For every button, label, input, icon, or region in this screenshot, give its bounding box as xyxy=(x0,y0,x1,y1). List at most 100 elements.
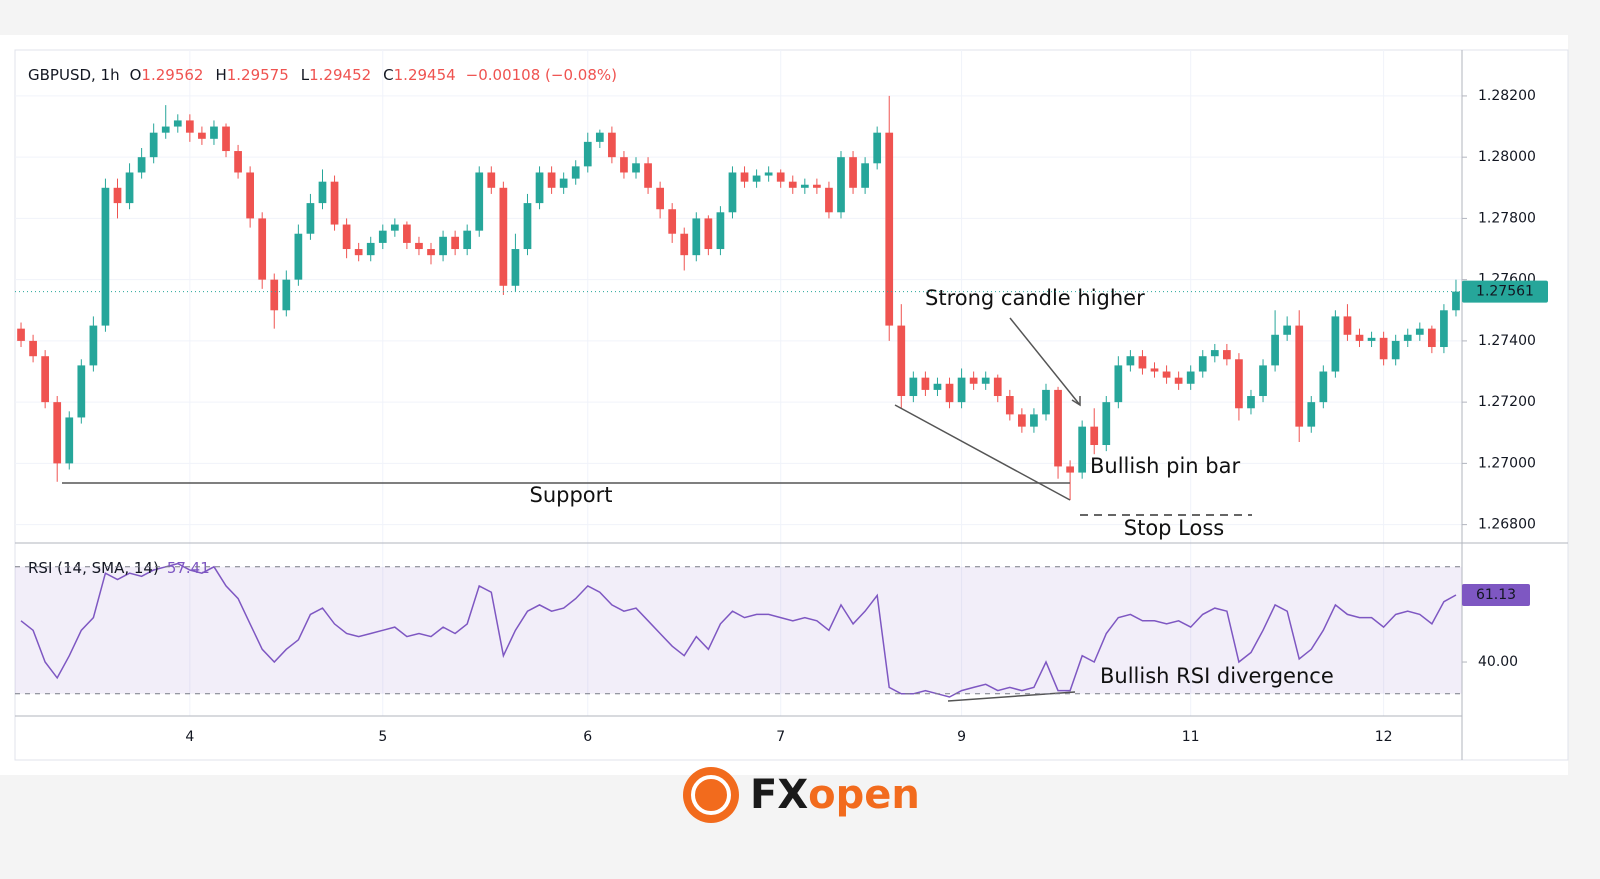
h-label: H xyxy=(215,66,226,84)
x-tick-label: 12 xyxy=(1375,729,1393,745)
candle-body xyxy=(451,236,459,250)
candle-body xyxy=(933,383,942,390)
candle-body xyxy=(813,184,821,188)
candle-body xyxy=(644,163,652,188)
candle-body xyxy=(1018,414,1026,427)
logo-fx: FX xyxy=(750,772,808,818)
rsi-badge-label: 61.13 xyxy=(1476,587,1516,603)
candle-body xyxy=(65,417,74,464)
candle-body xyxy=(41,356,50,403)
candle-body xyxy=(632,163,640,173)
annotation: Strong candle higher xyxy=(925,286,1145,310)
x-tick-label: 9 xyxy=(957,729,966,745)
annotation: Bullish pin bar xyxy=(1090,454,1240,478)
candle-body xyxy=(523,203,532,250)
candle-body xyxy=(1367,337,1376,341)
candle-body xyxy=(1223,350,1231,360)
candle-body xyxy=(981,377,990,384)
price-badge-label: 1.27561 xyxy=(1476,284,1534,300)
candle-body xyxy=(487,172,496,188)
candle-body xyxy=(342,224,351,250)
symbol: GBPUSD, 1h xyxy=(28,66,120,84)
candle-body xyxy=(788,181,797,188)
candle-body xyxy=(993,377,1002,397)
candle-body xyxy=(571,166,580,179)
c-value: 1.29454 xyxy=(394,66,456,84)
candle-body xyxy=(704,218,713,250)
candle-body xyxy=(1186,371,1195,384)
candle-body xyxy=(909,377,918,397)
candle-body xyxy=(1042,389,1050,415)
candle-body xyxy=(740,172,749,182)
candle-body xyxy=(53,402,62,464)
c-label: C xyxy=(383,66,393,84)
candle-body xyxy=(77,365,86,418)
candle-body xyxy=(1331,316,1340,372)
candle-body xyxy=(1403,334,1412,341)
candle-body xyxy=(1415,328,1424,335)
logo-text: FXopen xyxy=(750,772,920,818)
marks xyxy=(17,95,1460,698)
candle-body xyxy=(1005,396,1014,415)
candle-body xyxy=(1259,365,1267,397)
x-tick-label: 11 xyxy=(1182,729,1200,745)
candle-body xyxy=(1150,368,1159,372)
candle-body xyxy=(173,120,182,127)
candle-body xyxy=(198,132,206,139)
x-tick-label: 5 xyxy=(378,729,387,745)
candle-body xyxy=(957,377,966,403)
candle-body xyxy=(547,172,556,188)
footer xyxy=(0,775,1568,879)
candle-body xyxy=(415,242,423,250)
top-bar xyxy=(0,0,1568,35)
y-tick-label: 1.26800 xyxy=(1478,517,1536,533)
candle-body xyxy=(475,172,484,231)
candle-body xyxy=(1210,350,1219,357)
candle-body xyxy=(849,157,857,188)
candle-body xyxy=(1030,414,1038,427)
candle-body xyxy=(318,181,327,204)
x-tick-label: 6 xyxy=(583,729,592,745)
rsi-line xyxy=(20,562,1457,698)
candle-body xyxy=(885,132,894,326)
candle-body xyxy=(1283,325,1292,335)
rsi-badge xyxy=(1462,583,1530,606)
candle-body xyxy=(825,187,833,213)
candle-body xyxy=(511,249,520,286)
candle-body xyxy=(1355,334,1364,341)
rsi-legend: RSI (14, SMA, 14) 57.41 xyxy=(28,559,210,577)
arrow xyxy=(1009,317,1081,406)
candle-body xyxy=(559,178,568,188)
candle-body xyxy=(837,157,845,213)
logo-icon-ring xyxy=(691,775,731,815)
candle-body xyxy=(921,377,930,390)
candle-body xyxy=(366,242,375,256)
candle-body xyxy=(945,383,954,403)
candle-body xyxy=(608,132,616,158)
candle-body xyxy=(1271,334,1279,366)
y-tick-label: 1.27800 xyxy=(1478,210,1536,226)
x-tick-label: 7 xyxy=(776,729,785,745)
l-value: 1.29452 xyxy=(309,66,371,84)
candle-body xyxy=(873,132,882,164)
candle-body xyxy=(776,172,785,182)
candle-body xyxy=(969,377,978,384)
candle-body xyxy=(306,203,315,234)
rsi-name: RSI (14, SMA, 14) xyxy=(28,559,159,577)
h-value: 1.29575 xyxy=(227,66,289,84)
candle-body xyxy=(583,141,592,167)
arrow-head xyxy=(1071,396,1081,407)
candle-body xyxy=(668,209,677,234)
candle-body xyxy=(752,175,761,182)
candle-body xyxy=(390,224,399,231)
y-tick-label: 1.27400 xyxy=(1478,333,1536,349)
candle-body xyxy=(1198,356,1207,372)
candle-body xyxy=(282,279,291,311)
logo-open: open xyxy=(808,772,920,818)
candle-body xyxy=(1343,316,1352,335)
candle-body xyxy=(1247,396,1255,409)
candle-body xyxy=(897,325,906,397)
rsi-ma: 57.41 xyxy=(167,559,210,577)
price-badge xyxy=(1462,280,1548,303)
